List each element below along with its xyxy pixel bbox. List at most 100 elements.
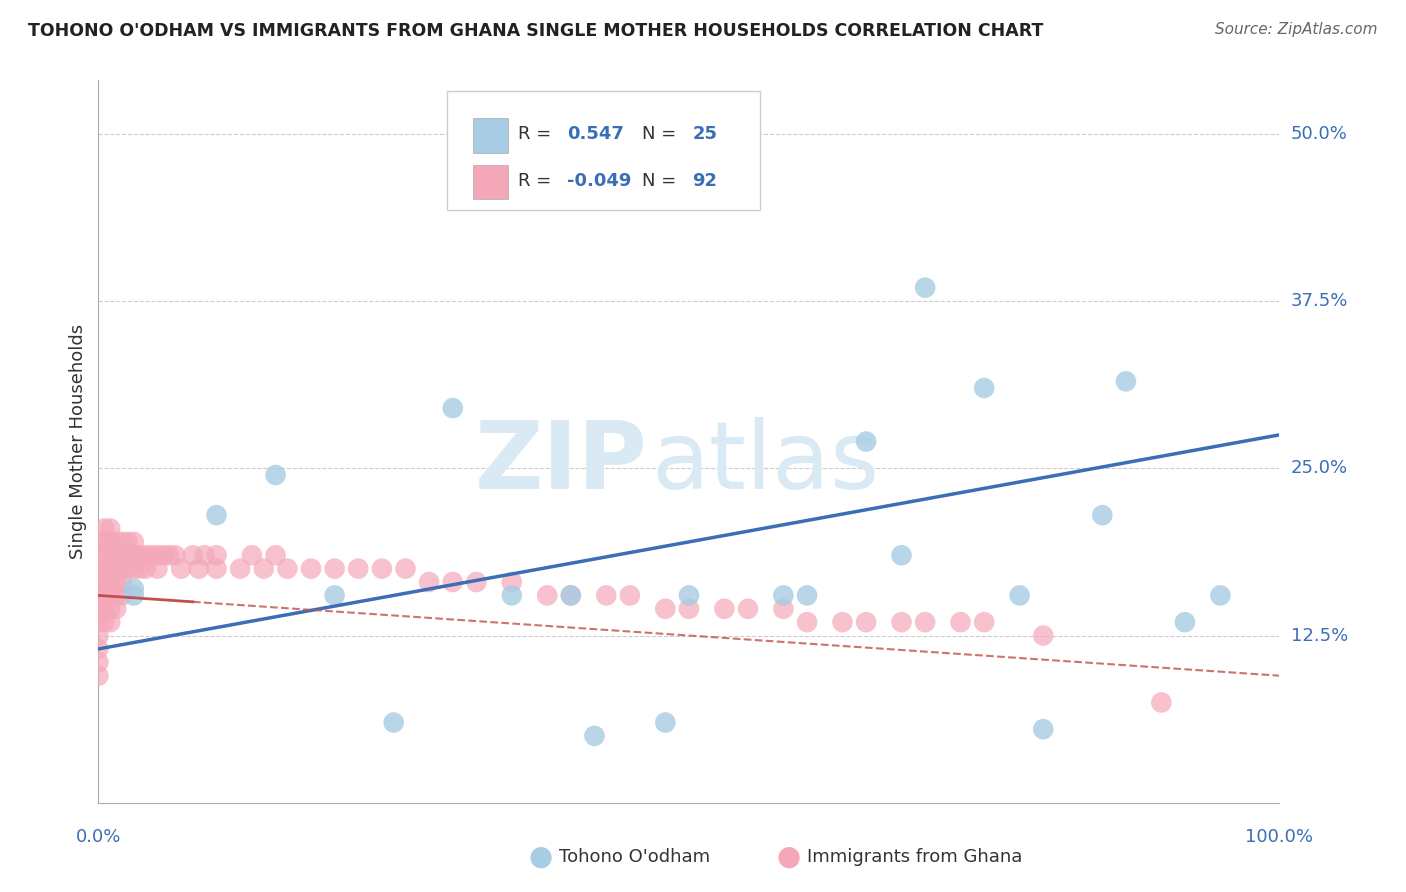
Point [855, 615, 877, 630]
Point [394, 562, 416, 576]
Text: ●: ● [778, 843, 801, 871]
Text: 25.0%: 25.0% [1291, 459, 1348, 477]
Point [1174, 615, 1197, 630]
Point [98, 615, 121, 630]
Point [240, 548, 263, 563]
Point [87, 534, 110, 549]
Point [299, 562, 322, 576]
Text: R =: R = [517, 126, 557, 144]
Point [98, 534, 121, 549]
Point [141, 548, 163, 563]
Text: Tohono O'odham: Tohono O'odham [560, 848, 710, 866]
Point [111, 548, 134, 563]
Point [1115, 375, 1137, 389]
Point [98, 602, 121, 616]
Point [253, 562, 276, 576]
Point [157, 548, 180, 563]
Point [205, 562, 228, 576]
Point [1008, 589, 1031, 603]
Text: Source: ZipAtlas.com: Source: ZipAtlas.com [1215, 22, 1378, 37]
Point [501, 575, 523, 590]
Point [105, 575, 128, 590]
Text: 92: 92 [693, 172, 717, 190]
Point [276, 562, 298, 576]
Point [1150, 696, 1173, 710]
Point [98, 521, 121, 535]
Y-axis label: Single Mother Households: Single Mother Households [69, 324, 87, 559]
Point [87, 642, 110, 657]
Text: R =: R = [517, 172, 557, 190]
Point [93, 534, 115, 549]
Point [1091, 508, 1114, 523]
Point [1032, 628, 1054, 642]
Point [93, 548, 115, 563]
Point [105, 534, 128, 549]
Point [146, 562, 169, 576]
Point [93, 562, 115, 576]
Point [152, 548, 174, 563]
Point [371, 562, 394, 576]
Point [111, 562, 134, 576]
Point [205, 548, 228, 563]
Point [418, 575, 440, 590]
Point [105, 602, 128, 616]
Text: -0.049: -0.049 [567, 172, 631, 190]
Point [772, 602, 794, 616]
Text: N =: N = [641, 126, 682, 144]
Point [441, 575, 464, 590]
Point [796, 615, 818, 630]
Point [87, 562, 110, 576]
Point [98, 589, 121, 603]
Point [87, 589, 110, 603]
Point [117, 562, 139, 576]
Point [796, 589, 818, 603]
Point [87, 615, 110, 630]
Point [323, 589, 346, 603]
Point [105, 589, 128, 603]
Point [855, 434, 877, 449]
Point [170, 562, 193, 576]
Point [122, 562, 145, 576]
Point [135, 562, 157, 576]
Text: 0.0%: 0.0% [76, 828, 121, 846]
Point [87, 548, 110, 563]
Point [619, 589, 641, 603]
Text: N =: N = [641, 172, 682, 190]
Point [347, 562, 370, 576]
Point [890, 548, 912, 563]
Point [187, 562, 209, 576]
Point [737, 602, 759, 616]
Point [441, 401, 464, 416]
Point [772, 589, 794, 603]
Point [181, 548, 204, 563]
Point [831, 615, 853, 630]
Point [678, 602, 700, 616]
Point [117, 548, 139, 563]
Point [264, 467, 287, 482]
Point [949, 615, 972, 630]
Point [122, 582, 145, 596]
Text: 37.5%: 37.5% [1291, 292, 1348, 310]
Point [914, 615, 936, 630]
Point [229, 562, 252, 576]
Text: TOHONO O'ODHAM VS IMMIGRANTS FROM GHANA SINGLE MOTHER HOUSEHOLDS CORRELATION CHA: TOHONO O'ODHAM VS IMMIGRANTS FROM GHANA … [28, 22, 1043, 40]
Point [595, 589, 617, 603]
Point [87, 602, 110, 616]
Point [737, 173, 759, 188]
Point [105, 562, 128, 576]
Point [111, 534, 134, 549]
Point [583, 729, 606, 743]
Point [98, 562, 121, 576]
Point [536, 589, 558, 603]
Point [323, 562, 346, 576]
Text: Immigrants from Ghana: Immigrants from Ghana [807, 848, 1022, 866]
Point [973, 615, 995, 630]
Point [93, 575, 115, 590]
Point [87, 655, 110, 669]
Text: 100.0%: 100.0% [1246, 828, 1313, 846]
Point [93, 615, 115, 630]
Point [713, 602, 735, 616]
Point [890, 615, 912, 630]
Text: ZIP: ZIP [475, 417, 648, 509]
Point [1209, 589, 1232, 603]
